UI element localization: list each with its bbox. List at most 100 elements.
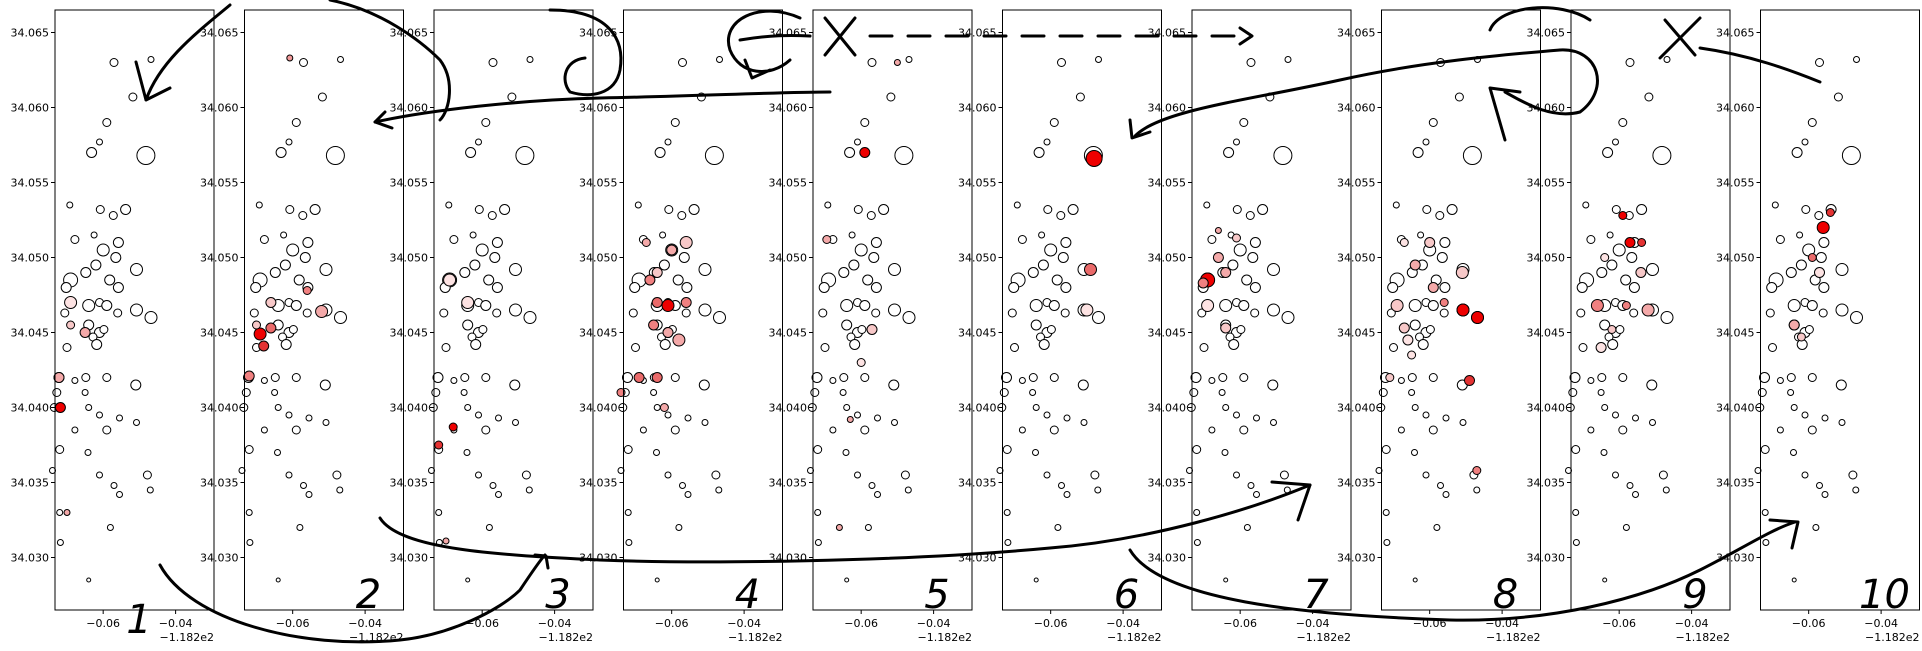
data-point — [1221, 449, 1229, 456]
data-point — [102, 425, 112, 435]
data-point — [66, 201, 74, 209]
data-point — [658, 259, 670, 271]
data-point — [102, 118, 112, 127]
data-point — [81, 389, 89, 396]
data-point — [1267, 379, 1279, 391]
y-tick-label: 34.040 — [200, 402, 239, 415]
y-tick-label: 34.050 — [200, 252, 239, 265]
highlighted-point — [1624, 237, 1636, 248]
data-point — [1587, 426, 1595, 434]
data-point — [86, 577, 92, 583]
data-point — [698, 263, 712, 276]
y-tick-label: 34.050 — [1337, 252, 1376, 265]
data-point — [475, 471, 482, 479]
data-point — [679, 482, 686, 489]
data-point — [130, 379, 142, 391]
data-point — [854, 138, 861, 146]
data-point — [102, 373, 112, 382]
data-point — [1397, 426, 1405, 434]
data-point — [664, 205, 674, 214]
highlighted-point — [1220, 267, 1232, 278]
data-point — [1063, 491, 1071, 498]
data-point — [870, 282, 882, 293]
handwritten-arrowhead — [1238, 26, 1254, 46]
y-tick-label: 34.065 — [11, 27, 50, 40]
y-tick-label: 34.045 — [1337, 327, 1376, 340]
data-point — [1439, 308, 1449, 318]
data-point — [108, 211, 118, 220]
y-tick-label: 34.050 — [1527, 252, 1566, 265]
data-point — [296, 524, 304, 531]
x-tick-label: −0.04 — [1675, 617, 1709, 630]
data-point — [1422, 138, 1430, 146]
data-point — [1587, 377, 1595, 384]
data-point — [1090, 470, 1100, 480]
data-point — [1056, 211, 1066, 220]
data-point — [1768, 343, 1777, 352]
data-point — [688, 204, 700, 215]
data-point — [860, 118, 870, 127]
highlighted-point — [1471, 311, 1484, 324]
data-point — [96, 243, 110, 257]
data-point — [1386, 308, 1396, 318]
highlighted-point — [1084, 263, 1097, 276]
data-point — [250, 282, 262, 293]
data-point — [1807, 373, 1817, 382]
data-point — [864, 524, 872, 531]
data-point — [1572, 509, 1580, 516]
highlighted-point — [442, 537, 450, 545]
data-point — [1852, 486, 1860, 494]
data-point — [866, 211, 876, 220]
y-tick-label: 34.040 — [1337, 402, 1376, 415]
data-point — [523, 311, 537, 324]
x-tick-label: −0.04 — [1864, 617, 1898, 630]
data-point — [439, 308, 449, 318]
data-point — [1625, 58, 1635, 67]
data-point — [1612, 471, 1619, 479]
data-point — [664, 138, 672, 146]
data-point — [260, 377, 268, 384]
data-point — [110, 252, 122, 263]
data-point — [1270, 419, 1277, 426]
data-point — [1417, 339, 1429, 350]
data-point — [288, 325, 298, 334]
data-point — [1007, 308, 1017, 318]
y-tick-label: 34.035 — [200, 477, 239, 490]
x-offset-label: −1.182e2 — [1486, 631, 1540, 644]
data-point — [1582, 201, 1590, 209]
highlighted-point — [641, 238, 651, 247]
data-point — [844, 577, 850, 583]
data-point — [1018, 426, 1026, 434]
data-point — [1662, 486, 1670, 494]
panel-6: 34.03034.03534.04034.04534.05034.05534.0… — [958, 9, 1162, 644]
data-point — [1801, 471, 1809, 479]
panel-10: 34.030 34.035 34.040 34.045 34.050 34.055 34.0… — [1716, 9, 1920, 644]
data-point — [1028, 373, 1038, 382]
data-point — [1622, 524, 1630, 531]
data-point — [260, 426, 268, 434]
data-point — [1776, 426, 1784, 434]
data-point — [1790, 449, 1797, 456]
data-point — [1442, 414, 1450, 422]
data-point — [144, 311, 158, 324]
data-point — [1227, 259, 1239, 271]
highlighted-point — [1080, 303, 1094, 317]
highlighted-point — [648, 319, 660, 331]
data-point — [1596, 267, 1608, 278]
highlighted-point — [243, 370, 255, 382]
data-point — [711, 470, 721, 480]
data-point — [1208, 426, 1216, 434]
highlighted-point — [1621, 301, 1631, 310]
handwritten-scribble — [328, 0, 451, 122]
panel-9: 34.030 34.035 34.040 34.045 34.050 34.055 34.0… — [1527, 9, 1731, 644]
data-point — [1054, 524, 1062, 531]
data-point — [1422, 471, 1430, 479]
x-tick-label: −0.04 — [917, 617, 951, 630]
panel-number-label: 9 — [1682, 572, 1707, 618]
x-offset-label: −1.182e2 — [160, 631, 214, 644]
y-tick-label: 34.040 — [958, 402, 997, 415]
data-point — [286, 243, 300, 257]
data-point — [462, 319, 474, 331]
data-point — [305, 491, 313, 498]
